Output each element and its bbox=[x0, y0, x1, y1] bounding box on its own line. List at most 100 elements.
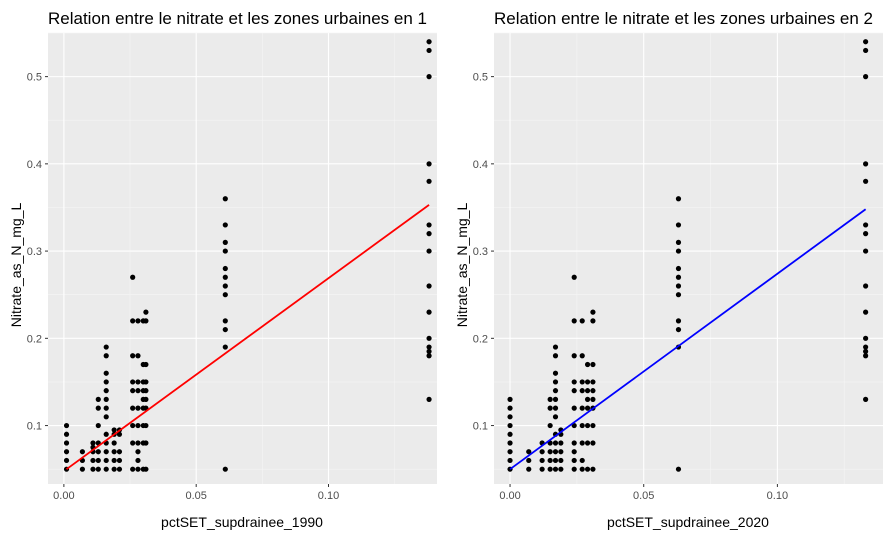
data-point bbox=[135, 422, 141, 429]
data-point bbox=[507, 440, 513, 446]
data-point bbox=[590, 361, 596, 368]
regression-line bbox=[65, 204, 430, 470]
data-point bbox=[863, 231, 869, 237]
data-point bbox=[584, 361, 591, 368]
data-point bbox=[579, 422, 585, 429]
data-point bbox=[130, 440, 136, 446]
data-point bbox=[103, 388, 109, 394]
data-point bbox=[111, 457, 117, 464]
data-point bbox=[590, 309, 596, 315]
data-point bbox=[863, 222, 869, 228]
data-point bbox=[143, 396, 149, 402]
data-point bbox=[135, 379, 141, 385]
data-point bbox=[135, 388, 141, 394]
data-point bbox=[547, 396, 553, 402]
data-point bbox=[143, 440, 149, 446]
data-point bbox=[675, 326, 682, 333]
data-point bbox=[135, 440, 141, 446]
data-point bbox=[579, 466, 585, 472]
data-point bbox=[426, 283, 432, 289]
chart-title: Relation entre le nitrate et les zones u… bbox=[48, 9, 427, 28]
data-point bbox=[63, 422, 70, 429]
data-point bbox=[90, 440, 96, 446]
data-point bbox=[222, 283, 228, 289]
x-tick-label: 0.00 bbox=[499, 490, 520, 502]
data-point bbox=[590, 388, 596, 394]
data-point bbox=[95, 457, 101, 464]
data-point bbox=[547, 466, 553, 472]
data-point bbox=[584, 422, 591, 429]
x-tick-label: 0.05 bbox=[185, 490, 206, 502]
data-point bbox=[63, 440, 70, 446]
data-point bbox=[552, 388, 559, 394]
data-point bbox=[222, 344, 228, 350]
data-point bbox=[426, 231, 432, 237]
data-point bbox=[579, 353, 585, 359]
data-point bbox=[222, 239, 228, 245]
chart-left: 0.00 0.05 0.10 0.1 0.2 0.3 0.4 0.5 Relation entr… bbox=[8, 9, 437, 530]
y-tick-label: 0.1 bbox=[473, 421, 488, 433]
x-tick-label: 0.10 bbox=[318, 490, 339, 502]
chart-right: 0.00 0.05 0.10 0.1 0.2 0.3 0.4 0.5 Relation entr… bbox=[446, 0, 892, 540]
data-point bbox=[675, 196, 682, 202]
data-point bbox=[552, 440, 559, 446]
data-point bbox=[526, 449, 532, 455]
data-point bbox=[222, 318, 228, 324]
data-point bbox=[539, 466, 545, 472]
data-point bbox=[579, 379, 585, 385]
data-point bbox=[863, 74, 869, 80]
data-point bbox=[584, 396, 591, 402]
y-tick-label: 0.1 bbox=[27, 421, 42, 433]
data-point bbox=[547, 405, 553, 411]
data-point bbox=[95, 422, 101, 429]
data-point bbox=[426, 353, 432, 359]
data-point bbox=[552, 414, 559, 420]
data-point bbox=[111, 440, 117, 446]
data-point bbox=[103, 379, 109, 385]
data-point bbox=[143, 422, 149, 429]
data-point bbox=[222, 274, 228, 280]
data-point bbox=[130, 388, 136, 394]
data-point bbox=[426, 39, 432, 45]
data-point bbox=[90, 457, 96, 464]
data-point bbox=[675, 318, 682, 324]
data-point bbox=[103, 353, 109, 359]
y-tick-label: 0.2 bbox=[473, 333, 488, 345]
chart-title: Relation entre le nitrate et les zones u… bbox=[494, 9, 873, 28]
data-point bbox=[63, 431, 70, 437]
data-point bbox=[222, 196, 228, 202]
data-point bbox=[116, 431, 123, 437]
plot-area: 0.00 0.05 0.10 0.1 0.2 0.3 0.4 0.5 bbox=[27, 32, 437, 502]
y-axis-title: Nitrate_as_N_mg_L bbox=[454, 203, 470, 328]
data-point bbox=[552, 405, 559, 411]
data-point bbox=[143, 318, 149, 324]
data-point bbox=[507, 405, 513, 411]
y-tick-label: 0.3 bbox=[473, 246, 488, 258]
data-point bbox=[103, 466, 109, 472]
x-tick-label: 0.05 bbox=[633, 490, 654, 502]
data-point bbox=[426, 47, 432, 54]
data-point bbox=[571, 457, 577, 464]
data-point bbox=[571, 274, 577, 280]
data-point bbox=[590, 396, 596, 402]
data-point bbox=[95, 449, 101, 455]
data-point bbox=[579, 457, 585, 464]
data-point bbox=[571, 405, 577, 411]
data-point bbox=[675, 292, 682, 298]
data-point bbox=[143, 309, 149, 315]
data-point bbox=[116, 449, 123, 455]
data-point bbox=[863, 335, 869, 341]
data-point bbox=[539, 457, 545, 464]
y-tick-label: 0.4 bbox=[473, 159, 488, 171]
data-point bbox=[863, 348, 869, 355]
data-point bbox=[552, 344, 559, 350]
data-point bbox=[111, 427, 117, 433]
data-point bbox=[111, 466, 117, 472]
data-point bbox=[675, 222, 682, 228]
data-point bbox=[590, 318, 596, 324]
data-point bbox=[103, 431, 109, 437]
data-point bbox=[571, 466, 577, 472]
y-tick-label: 0.4 bbox=[27, 159, 42, 171]
data-point bbox=[863, 39, 869, 45]
data-point bbox=[571, 388, 577, 394]
